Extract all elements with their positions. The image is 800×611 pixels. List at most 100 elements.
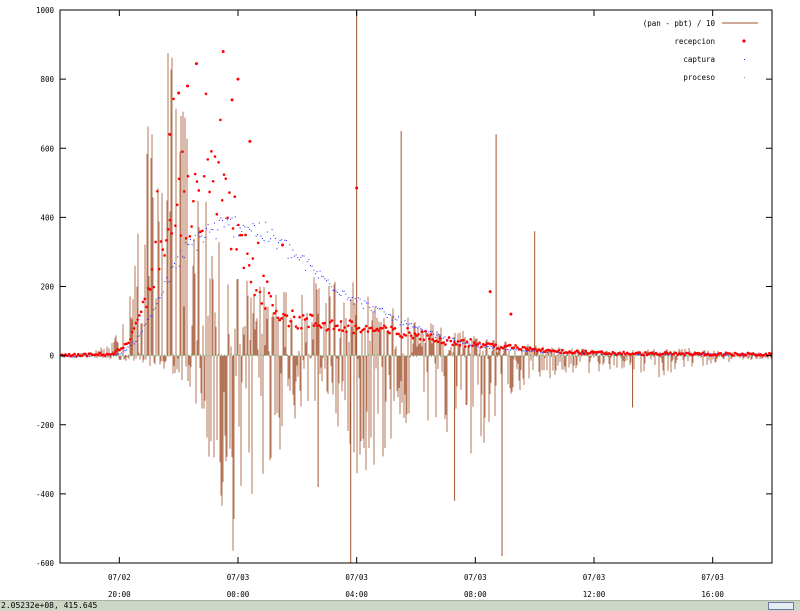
- captura-point: [398, 316, 399, 318]
- window-control-icon[interactable]: [768, 602, 794, 610]
- recepcion-point: [276, 316, 280, 320]
- recepcion-point: [469, 337, 472, 341]
- proceso-point: [656, 354, 657, 356]
- recepcion-point: [566, 351, 570, 354]
- captura-point: [340, 294, 342, 296]
- proceso-point: [164, 354, 165, 356]
- proceso-point: [305, 354, 306, 356]
- recepcion-point: [490, 342, 494, 346]
- captura-point: [721, 354, 723, 356]
- recepcion-point: [220, 198, 224, 202]
- recepcion-point: [235, 248, 238, 251]
- recepcion-point: [354, 324, 357, 328]
- proceso-point: [410, 355, 411, 357]
- recepcion-point: [269, 295, 273, 298]
- proceso-point: [179, 354, 180, 356]
- recepcion-point: [127, 341, 130, 345]
- proceso-point: [689, 355, 690, 357]
- captura-point: [287, 257, 289, 259]
- captura-point: [394, 318, 396, 320]
- captura-point: [138, 335, 140, 337]
- recepcion-point: [222, 173, 226, 176]
- recepcion-point: [148, 288, 152, 291]
- proceso-point: [290, 355, 291, 357]
- captura-point: [311, 265, 313, 267]
- proceso-point: [422, 354, 423, 356]
- captura-point: [294, 255, 295, 257]
- proceso-point: [125, 355, 126, 357]
- y-tick-label: 600: [40, 144, 54, 153]
- proceso-point: [116, 355, 117, 357]
- recepcion-point: [643, 351, 647, 354]
- captura-point: [366, 302, 367, 304]
- recepcion-point: [221, 49, 225, 53]
- proceso-point: [215, 354, 216, 356]
- recepcion-point: [310, 314, 314, 317]
- recepcion-point: [541, 347, 544, 351]
- captura-point: [444, 336, 446, 338]
- captura-point: [202, 241, 204, 243]
- captura-point: [279, 239, 281, 241]
- proceso-point: [428, 355, 429, 357]
- proceso-point: [680, 355, 681, 357]
- captura-point: [255, 235, 257, 237]
- recepcion-point: [242, 266, 246, 270]
- captura-point: [191, 244, 193, 246]
- recepcion-point: [537, 348, 541, 351]
- captura-point: [110, 355, 111, 357]
- captura-point: [513, 349, 515, 351]
- recepcion-point: [71, 353, 75, 357]
- recepcion-point: [195, 180, 199, 183]
- recepcion-point: [301, 314, 305, 317]
- captura-point: [182, 255, 183, 257]
- captura-point: [466, 342, 468, 344]
- captura-point: [410, 323, 412, 325]
- captura-point: [433, 333, 435, 335]
- recepcion-point: [388, 331, 391, 335]
- proceso-point: [500, 355, 501, 357]
- recepcion-point: [166, 228, 170, 231]
- captura-point: [458, 341, 460, 343]
- captura-point: [460, 341, 462, 343]
- captura-point: [116, 353, 118, 355]
- captura-point: [703, 352, 705, 354]
- recepcion-point: [357, 326, 361, 330]
- recepcion-point: [217, 161, 220, 164]
- recepcion-point: [516, 346, 519, 349]
- recepcion-point: [366, 330, 370, 333]
- recepcion-point: [458, 343, 462, 347]
- recepcion-point: [262, 274, 265, 278]
- proceso-point: [206, 355, 207, 357]
- recepcion-point: [157, 267, 161, 271]
- captura-point: [209, 231, 211, 233]
- captura-point: [569, 352, 571, 354]
- recepcion-point: [444, 343, 447, 346]
- proceso-point: [209, 355, 210, 357]
- recepcion-point: [762, 354, 766, 357]
- proceso-point: [266, 354, 267, 356]
- recepcion-point: [229, 247, 233, 251]
- recepcion-point: [694, 351, 697, 355]
- captura-point: [670, 353, 671, 355]
- proceso-point: [662, 355, 663, 357]
- captura-point: [743, 353, 745, 355]
- proceso-point: [539, 355, 540, 357]
- captura-point: [478, 346, 479, 348]
- recepcion-point: [622, 350, 625, 354]
- captura-point: [338, 294, 340, 296]
- captura-point: [428, 331, 430, 333]
- proceso-point: [404, 355, 405, 357]
- recepcion-point: [298, 315, 301, 319]
- recepcion-point: [188, 235, 192, 238]
- proceso-point: [443, 355, 444, 357]
- proceso-point: [635, 354, 636, 356]
- captura-point: [281, 239, 283, 241]
- y-tick-label: -600: [36, 559, 55, 568]
- proceso-point: [452, 355, 453, 357]
- recepcion-point: [287, 324, 291, 328]
- captura-point: [391, 319, 393, 321]
- captura-point: [329, 283, 331, 285]
- recepcion-point: [161, 248, 165, 251]
- recepcion-point: [476, 342, 480, 346]
